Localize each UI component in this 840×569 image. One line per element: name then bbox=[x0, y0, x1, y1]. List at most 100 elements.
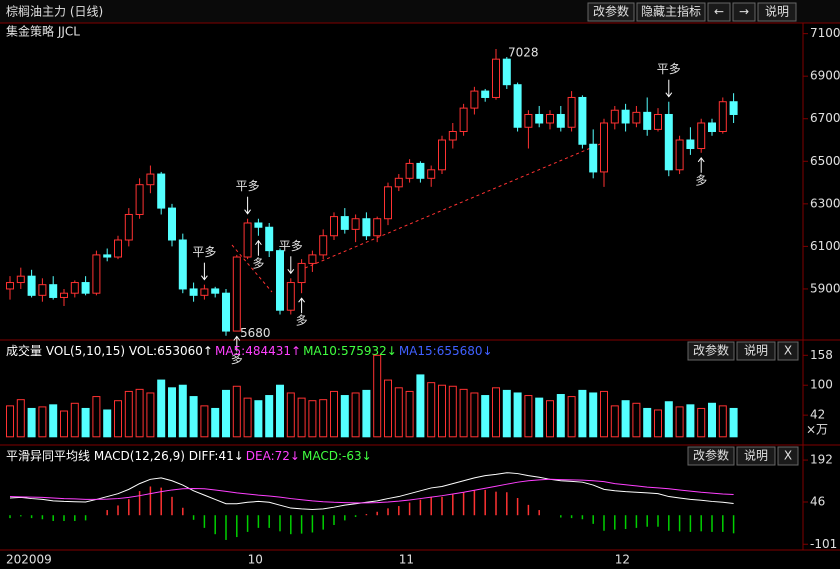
low-label: 5680 bbox=[240, 326, 271, 340]
volume-bar bbox=[546, 400, 554, 438]
volume-bar bbox=[718, 405, 727, 438]
candle-body bbox=[200, 288, 209, 296]
candle-body bbox=[697, 122, 706, 150]
signal-arrow-head bbox=[287, 269, 295, 275]
button-frame[interactable] bbox=[687, 446, 735, 466]
candle-body bbox=[178, 239, 187, 290]
y-tick-label: 6100 bbox=[810, 239, 840, 253]
button-frame[interactable] bbox=[732, 2, 756, 22]
button-frame[interactable] bbox=[736, 446, 776, 466]
volume-bar bbox=[632, 402, 641, 438]
button-label[interactable]: 说明 bbox=[765, 4, 789, 19]
candle-body bbox=[254, 222, 263, 228]
signal-close-long: 平多 bbox=[236, 179, 260, 193]
volume-bar bbox=[394, 387, 403, 438]
button-label[interactable]: 说明 bbox=[744, 343, 768, 358]
button[interactable]: 改参数 bbox=[687, 446, 735, 466]
volume-bar bbox=[708, 402, 716, 438]
candle-body bbox=[686, 139, 695, 150]
macd-line bbox=[9, 478, 734, 504]
candle-body bbox=[556, 113, 565, 128]
y-tick-label: 5900 bbox=[810, 281, 840, 295]
signal-arrow-head bbox=[298, 297, 305, 303]
y-tick-label: 6900 bbox=[810, 69, 840, 83]
button[interactable]: 隐藏主指标 bbox=[636, 2, 706, 22]
signal-arrow-head bbox=[201, 275, 208, 281]
volume-bar bbox=[405, 390, 414, 438]
candle-body bbox=[330, 216, 338, 237]
y-tick-label: 42 bbox=[810, 408, 825, 422]
candle-body bbox=[416, 162, 425, 179]
button-label[interactable]: 改参数 bbox=[693, 448, 729, 463]
button-frame[interactable] bbox=[777, 446, 799, 466]
x-tick-label: 10 bbox=[248, 553, 263, 567]
button-frame[interactable] bbox=[687, 341, 735, 361]
button[interactable]: X bbox=[777, 446, 799, 466]
candle-body bbox=[146, 173, 155, 186]
y-tick-label: 100 bbox=[810, 378, 833, 392]
y-tick-label: 46 bbox=[810, 495, 825, 509]
volume-bar bbox=[686, 404, 695, 438]
volume-bar bbox=[643, 407, 652, 438]
button[interactable]: ← bbox=[707, 2, 731, 22]
volume-bar bbox=[92, 396, 101, 438]
button[interactable]: 说明 bbox=[736, 446, 776, 466]
volume-bar bbox=[297, 397, 306, 438]
candle-body bbox=[340, 216, 349, 230]
button[interactable]: → bbox=[732, 2, 756, 22]
unit-label: ×万 bbox=[806, 423, 828, 437]
button-frame[interactable] bbox=[777, 341, 799, 361]
header-label: DEA:72↓ bbox=[246, 449, 300, 463]
button[interactable]: 说明 bbox=[757, 2, 797, 22]
volume-bar bbox=[70, 402, 79, 438]
volume-bar bbox=[254, 400, 263, 438]
candle-body bbox=[513, 84, 522, 128]
volume-bar bbox=[319, 399, 328, 438]
signal-arrow-head bbox=[233, 335, 241, 341]
button-frame[interactable] bbox=[757, 2, 797, 22]
button-label[interactable]: 改参数 bbox=[693, 343, 729, 358]
button-label[interactable]: → bbox=[739, 5, 749, 19]
button-frame[interactable] bbox=[587, 2, 635, 22]
candle-body bbox=[351, 218, 360, 230]
candle-body bbox=[286, 282, 295, 311]
candle-body bbox=[578, 96, 587, 145]
volume-bar bbox=[157, 379, 166, 438]
header-label: 平滑异同平均线 MACD(12,26,9) DIFF:41↓ bbox=[6, 449, 244, 463]
button-label[interactable]: 隐藏主指标 bbox=[641, 4, 701, 19]
volume-bar bbox=[135, 388, 144, 438]
volume-bar bbox=[27, 407, 36, 438]
candle-body bbox=[232, 256, 241, 332]
candle-body bbox=[362, 218, 371, 237]
button-label[interactable]: ← bbox=[714, 5, 724, 19]
candle-body bbox=[405, 162, 414, 179]
volume-bar bbox=[459, 388, 468, 438]
high-label: 7028 bbox=[508, 45, 539, 59]
volume-bar bbox=[578, 389, 587, 438]
button-frame[interactable] bbox=[636, 2, 706, 22]
y-tick-label: 6500 bbox=[810, 154, 840, 168]
button[interactable]: 改参数 bbox=[587, 2, 635, 22]
candle-body bbox=[567, 96, 576, 128]
button[interactable]: 改参数 bbox=[687, 341, 735, 361]
macd-line bbox=[9, 472, 734, 510]
candle-body bbox=[103, 254, 112, 258]
button[interactable]: X bbox=[777, 341, 799, 361]
volume-bar bbox=[589, 392, 598, 438]
candle-body bbox=[632, 111, 641, 124]
candle-body bbox=[589, 143, 598, 173]
button-label[interactable]: 改参数 bbox=[593, 4, 629, 19]
candle-body bbox=[621, 109, 630, 124]
candle-body bbox=[481, 90, 490, 98]
button-label[interactable]: X bbox=[784, 344, 792, 358]
button-frame[interactable] bbox=[707, 2, 731, 22]
candle-body bbox=[114, 239, 122, 258]
button-label[interactable]: X bbox=[784, 449, 792, 463]
button-frame[interactable] bbox=[736, 341, 776, 361]
button-label[interactable]: 说明 bbox=[744, 448, 768, 463]
candle-body bbox=[70, 282, 79, 294]
header-label: 成交量 VOL(5,10,15) VOL:653060↑ bbox=[6, 343, 213, 358]
volume-bar bbox=[16, 399, 25, 438]
button[interactable]: 说明 bbox=[736, 341, 776, 361]
signal-close-long: 平多 bbox=[657, 62, 681, 76]
